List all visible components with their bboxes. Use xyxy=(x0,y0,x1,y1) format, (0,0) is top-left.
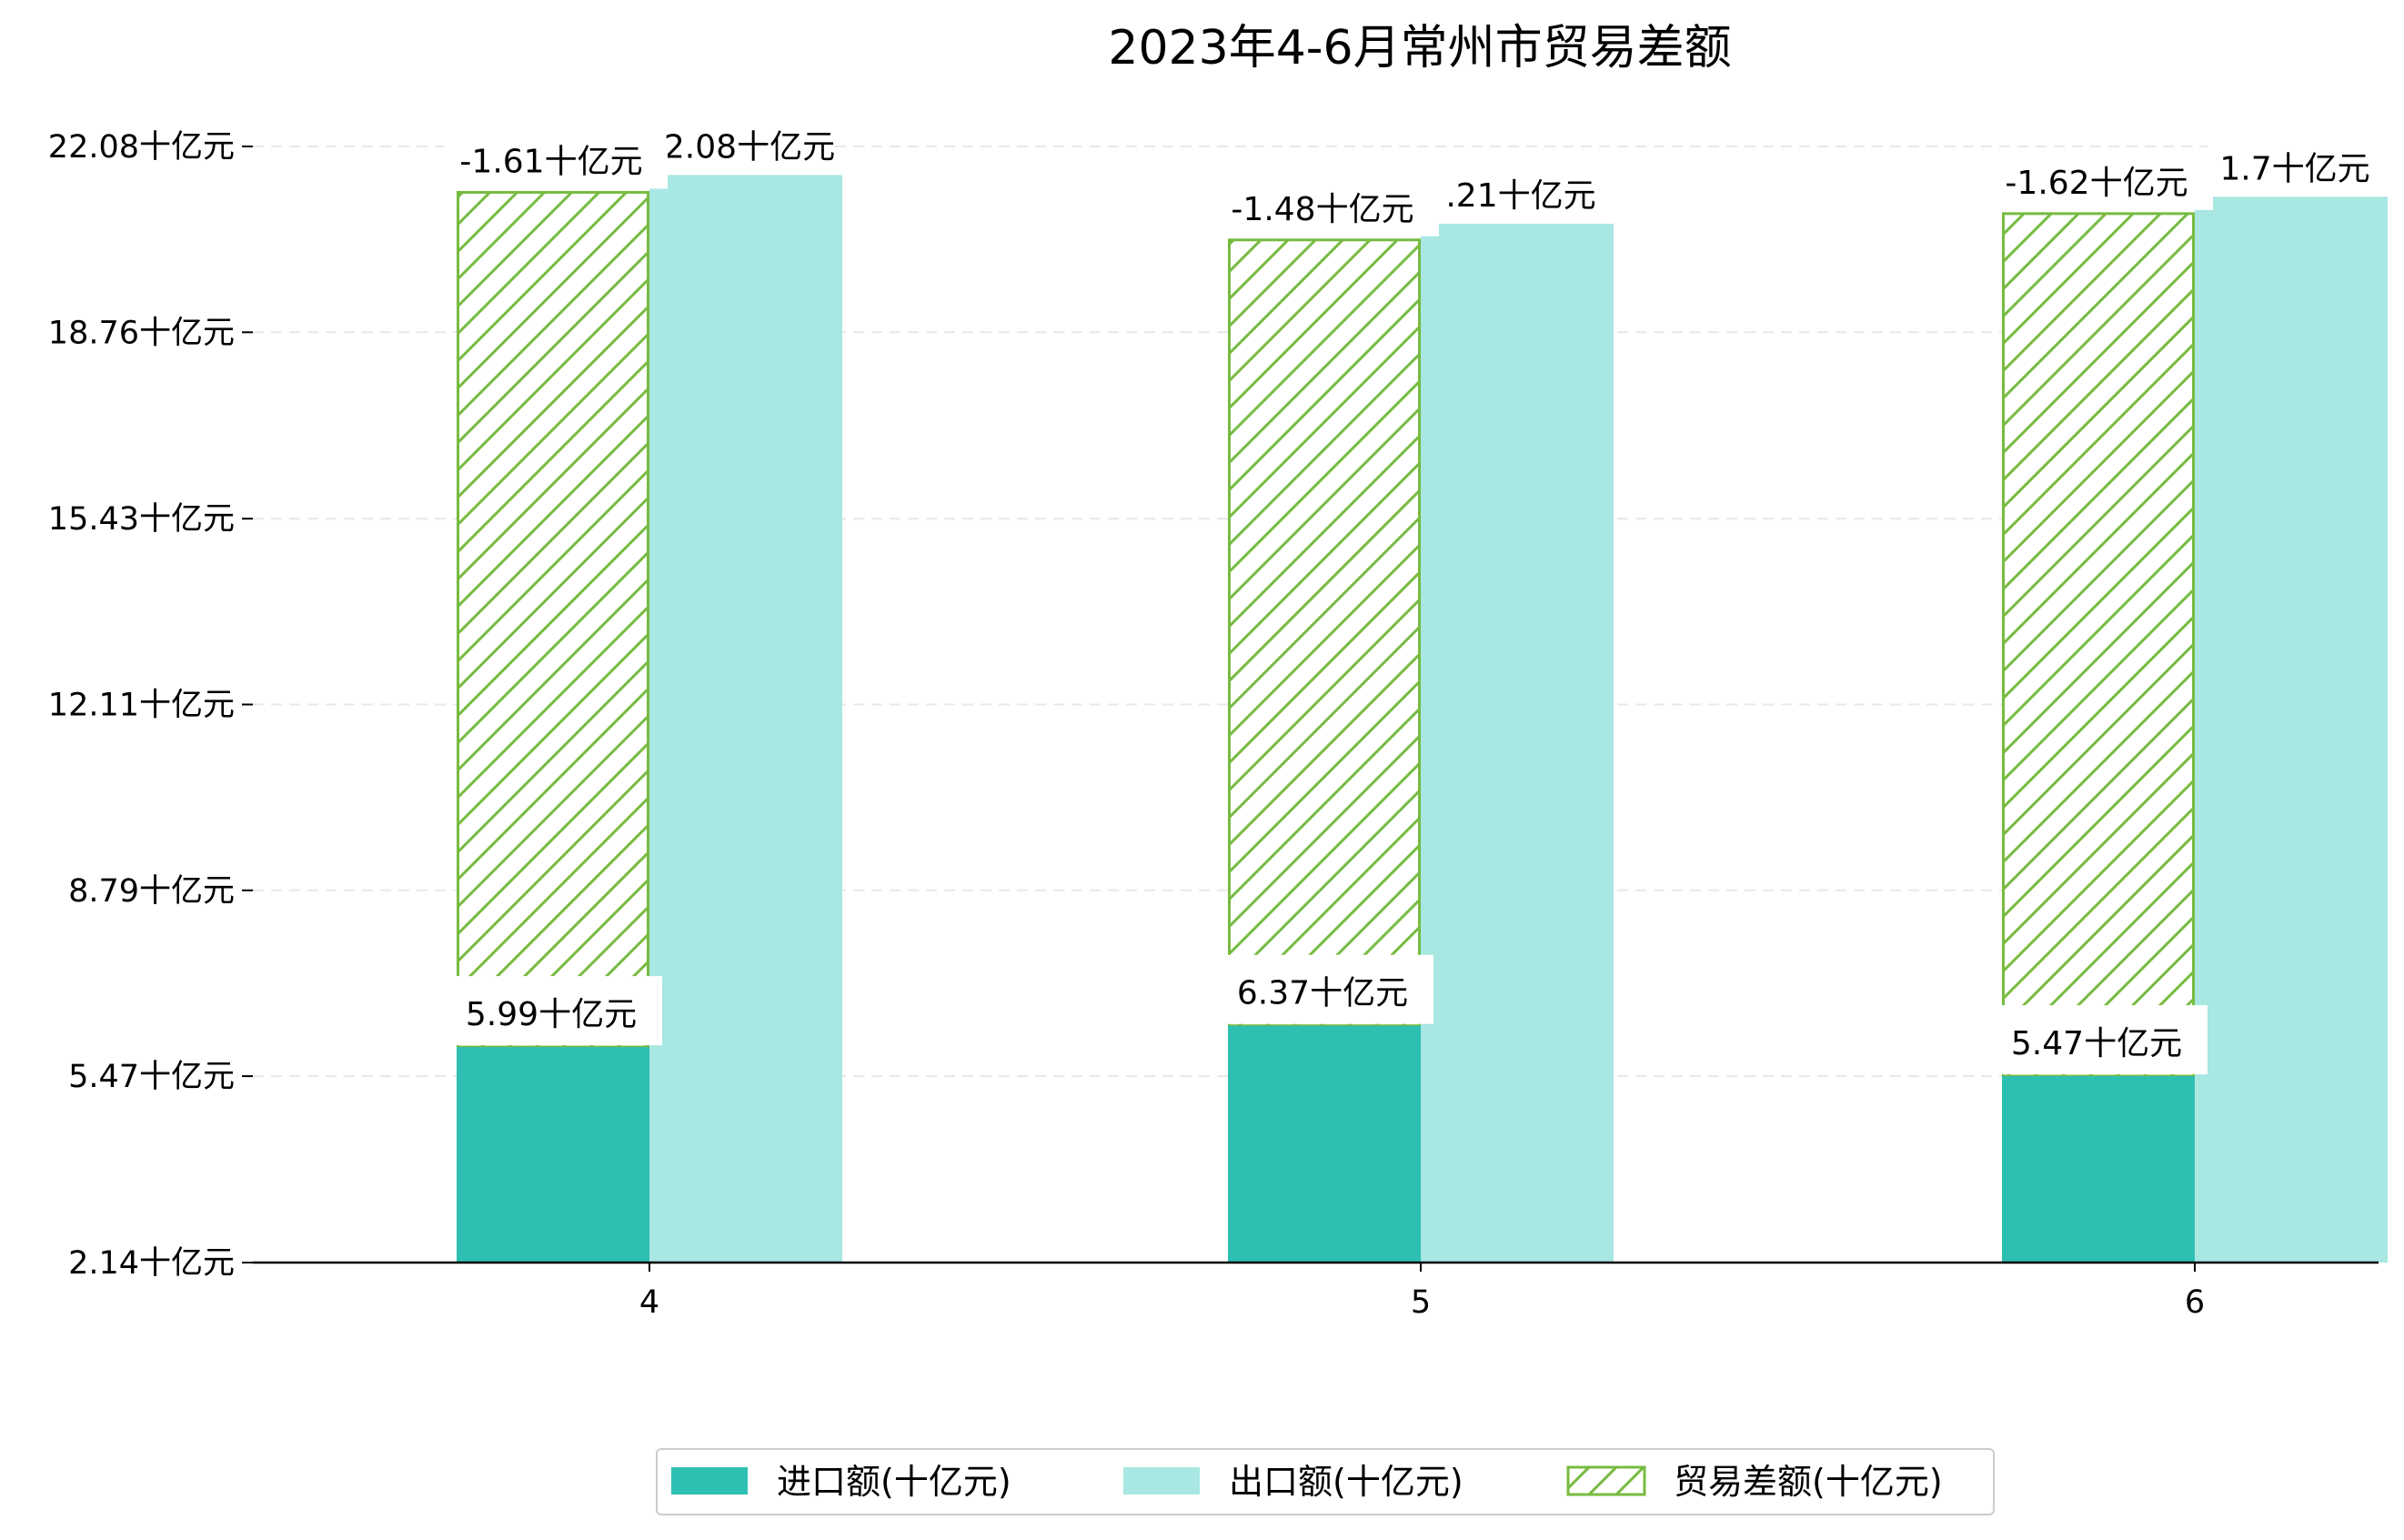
export-bar xyxy=(2195,196,2388,1263)
x-tick-label: 5 xyxy=(1411,1284,1431,1321)
data-label-bg xyxy=(2208,144,2380,194)
balance-data-label: -1.48十亿元 xyxy=(1231,191,1413,228)
import-bar xyxy=(1228,1025,1421,1263)
import-data-label: 6.37十亿元 xyxy=(1237,975,1408,1012)
data-label-bg xyxy=(1217,954,1433,1024)
x-tick-label: 4 xyxy=(639,1284,659,1321)
bars xyxy=(457,175,2388,1263)
balance-bar xyxy=(457,190,649,1049)
data-label-bg xyxy=(1991,1005,2208,1075)
legend-label: 出口额(十亿元) xyxy=(1229,1462,1464,1502)
y-tick-label: 5.47十亿元 xyxy=(68,1059,235,1095)
data-labels: 2.08十亿元 -1.61十亿元 5.99十亿元 .21十亿元 -1.48十亿元 6.37… xyxy=(444,122,2380,1075)
y-tick-label: 18.76十亿元 xyxy=(48,315,235,351)
data-label-bg xyxy=(446,976,662,1046)
legend-swatch xyxy=(1123,1467,1200,1495)
export-data-label: .21十亿元 xyxy=(1445,177,1595,215)
legend-swatch xyxy=(1566,1465,1646,1496)
legend: 进口额(十亿元) 出口额(十亿元) 贸易差额(十亿元) xyxy=(656,1448,1995,1515)
legend-swatch xyxy=(671,1467,748,1495)
import-bar xyxy=(2002,1076,2195,1263)
axes: 2.14十亿元 5.47十亿元 8.79十亿元 12.11十亿元 15.43十亿元 18.… xyxy=(48,129,2379,1321)
export-bar xyxy=(1421,223,1614,1263)
y-tick-label: 22.08十亿元 xyxy=(48,129,235,166)
import-data-label: 5.99十亿元 xyxy=(466,996,637,1033)
y-tick-label: 12.11十亿元 xyxy=(48,688,235,724)
export-bar xyxy=(649,175,842,1263)
chart-title: 2023年4-6月常州市贸易差额 xyxy=(1108,21,1731,75)
export-data-label: 1.7十亿元 xyxy=(2219,150,2369,187)
data-label-bg xyxy=(1215,186,1439,237)
import-bar xyxy=(457,1047,649,1263)
y-tick-label: 15.43十亿元 xyxy=(48,501,235,538)
balance-data-label: -1.61十亿元 xyxy=(459,143,642,180)
balance-bar xyxy=(1228,238,1421,1028)
data-label-bg xyxy=(1433,170,1606,220)
x-tick-label: 6 xyxy=(2185,1284,2205,1321)
legend-box xyxy=(656,1448,1995,1515)
balance-data-label: -1.62十亿元 xyxy=(2005,165,2188,202)
export-data-label: 2.08十亿元 xyxy=(664,128,835,166)
import-data-label: 5.47十亿元 xyxy=(2011,1025,2182,1062)
balance-bar xyxy=(2002,212,2195,1078)
y-tick-label: 2.14十亿元 xyxy=(68,1245,235,1282)
data-label-bg xyxy=(444,139,668,189)
data-label-bg xyxy=(662,122,835,172)
y-tick-label: 8.79十亿元 xyxy=(68,873,235,910)
data-label-bg xyxy=(1989,160,2213,210)
legend-label: 贸易差额(十亿元) xyxy=(1674,1462,1943,1502)
legend-label: 进口额(十亿元) xyxy=(777,1462,1011,1502)
